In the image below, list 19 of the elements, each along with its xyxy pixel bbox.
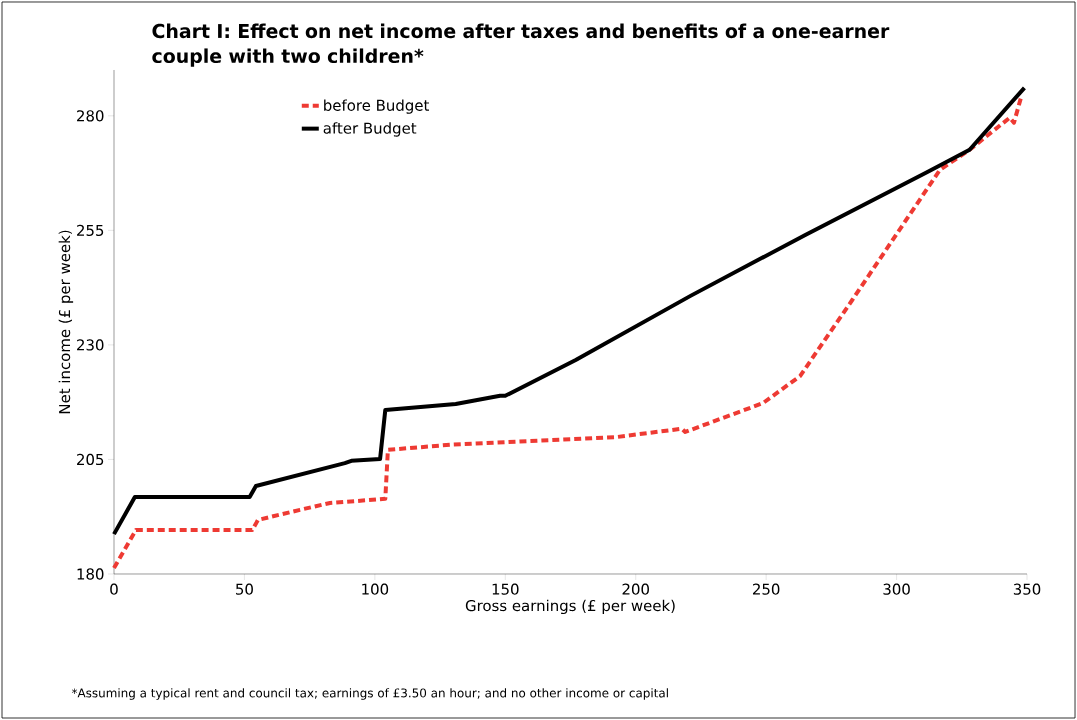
y-tick-label: 205 [77, 453, 104, 466]
y-tick-label: 180 [77, 568, 104, 580]
x-tick-label: 100 [362, 583, 389, 595]
text: *Assuming a typical rent and council tax; earnings of £3.50 an hour; and no other income or capital [71, 688, 668, 700]
x-axis-title: Gross earnings (£ per week) [465, 599, 675, 615]
legend-label: before Budget [324, 99, 430, 114]
y-axis-title: Net income (£ per week) [58, 230, 74, 414]
chart-title: Chart I: Effect on net income after taxes and benefits of a one-earner couple with two children* [152, 23, 890, 67]
x-tick-label: 350 [1013, 583, 1041, 595]
y-tick-label: 255 [77, 224, 104, 237]
y-tick-label: 230 [77, 339, 104, 351]
x-tick-label: 50 [236, 583, 253, 595]
x-tick-label: 300 [883, 583, 910, 595]
legend-label: after Budget [323, 122, 417, 137]
x-tick-label: 200 [622, 583, 649, 595]
x-tick-label: 0 [110, 583, 118, 595]
x-tick-label: 150 [492, 583, 519, 595]
x-tick-label: 250 [752, 583, 780, 595]
y-tick-label: 280 [77, 110, 104, 122]
